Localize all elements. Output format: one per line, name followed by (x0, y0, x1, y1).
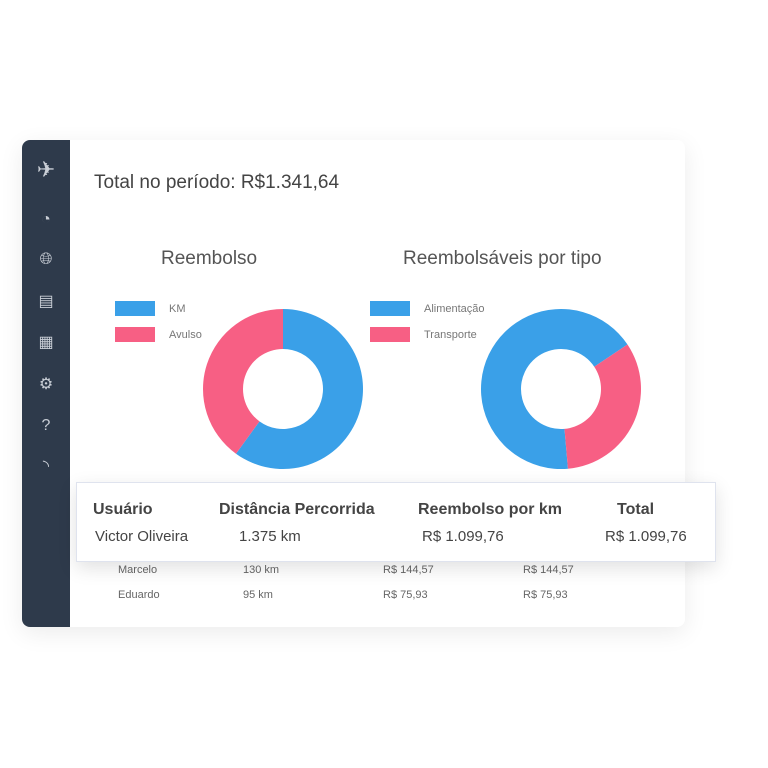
legend-swatch (115, 327, 155, 342)
legend-item: Alimentação (370, 301, 485, 316)
donut-slice-alimentação (481, 309, 628, 469)
row-user: Marcelo (118, 564, 158, 576)
cell-total: R$ 1.099,76 (605, 528, 687, 545)
row-distance: 130 km (243, 564, 280, 576)
row-distance: 95 km (243, 589, 273, 601)
sidebar: ✈ ◔ 🌐︎ ▤ ▦ ⚙ ? ◝ (22, 140, 70, 627)
legend-item: Avulso (115, 327, 202, 342)
chart-title-tipo: Reembolsáveis por tipo (403, 248, 602, 269)
header-total: Total (617, 501, 655, 518)
logo-icon[interactable]: ✈ (36, 157, 56, 182)
legend-swatch (115, 301, 155, 316)
donut-slice-km (235, 309, 363, 469)
legend-label: Avulso (169, 328, 202, 341)
row-rate: R$ 75,93 (383, 589, 428, 601)
row-user: Eduardo (118, 589, 160, 601)
legend-label: KM (169, 302, 186, 315)
settings-icon[interactable]: ⚙ (38, 376, 54, 393)
legend-swatch (370, 301, 410, 316)
calendar-icon[interactable]: ▦ (38, 334, 54, 351)
cell-distance: 1.375 km (239, 528, 301, 545)
help-icon[interactable]: ? (41, 417, 51, 434)
legend-label: Transporte (424, 328, 477, 341)
legend-swatch (370, 327, 410, 342)
period-total: Total no período: R$1.341,64 (94, 172, 340, 193)
row-total: R$ 144,57 (523, 564, 574, 576)
row-rate: R$ 144,57 (383, 564, 434, 576)
cell-rate: R$ 1.099,76 (422, 528, 504, 545)
donut-slice-avulso (203, 309, 283, 454)
legend-label: Alimentação (424, 302, 485, 315)
globe-icon[interactable]: 🌐︎ (39, 251, 53, 268)
chart-title-reembolso: Reembolso (161, 248, 258, 269)
donut-slice-transporte (564, 344, 641, 469)
cell-user: Victor Oliveira (95, 528, 189, 545)
header-distance: Distância Percorrida (219, 501, 375, 518)
row-total: R$ 75,93 (523, 589, 568, 601)
legend-item: Transporte (370, 327, 477, 342)
header-rate: Reembolso por km (418, 501, 563, 518)
dashboard-icon[interactable]: ◔ (41, 211, 51, 228)
rss-icon[interactable]: ◝ (42, 458, 50, 475)
donut-chart-reembolso (203, 309, 363, 469)
document-icon[interactable]: ▤ (38, 293, 54, 310)
highlighted-row-card[interactable]: Usuário Distância Percorrida Reembolso p… (76, 482, 716, 562)
legend-item: KM (115, 301, 186, 316)
donut-chart-tipo (481, 309, 641, 469)
header-user: Usuário (93, 501, 153, 518)
